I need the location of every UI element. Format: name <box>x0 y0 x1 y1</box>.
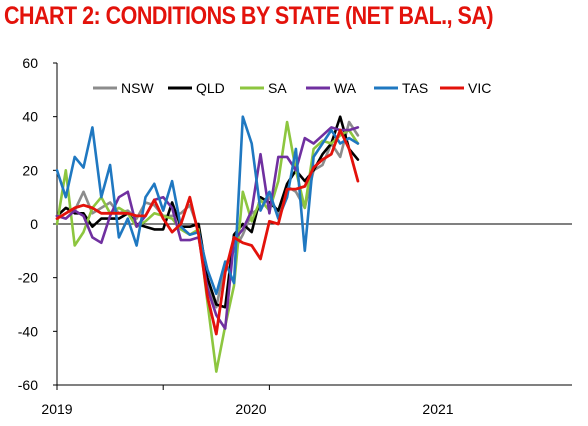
series-line-vic <box>55 128 360 336</box>
y-tick-label: -40 <box>18 323 38 339</box>
y-tick-label: -60 <box>18 377 38 393</box>
legend-item-wa: WA <box>306 80 357 96</box>
legend-label: QLD <box>196 80 225 96</box>
x-tick-label: 2021 <box>422 401 453 417</box>
y-tick-label: 20 <box>22 162 38 178</box>
y-tick-label: 0 <box>30 216 38 232</box>
chart-title: CHART 2: CONDITIONS BY STATE (NET BAL., … <box>4 2 494 30</box>
legend-label: TAS <box>402 80 428 96</box>
x-tick-label: 2020 <box>235 401 266 417</box>
legend-label: SA <box>268 80 287 96</box>
legend-label: VIC <box>468 80 491 96</box>
x-axis-tick-labels: 2019 2020 2021 <box>41 385 454 417</box>
legend-item-nsw: NSW <box>93 80 154 96</box>
series-lines <box>55 115 360 373</box>
legend-item-qld: QLD <box>168 80 225 96</box>
y-tick-label: 40 <box>22 109 38 125</box>
legend-item-sa: SA <box>240 80 287 96</box>
y-axis-tick-labels: -60 -40 -20 0 20 40 60 <box>18 55 57 393</box>
series-line-tas <box>55 115 360 296</box>
legend-item-vic: VIC <box>440 80 491 96</box>
y-tick-label: 60 <box>22 55 38 71</box>
legend-item-tas: TAS <box>374 80 428 96</box>
legend-label: WA <box>334 80 357 96</box>
y-tick-label: -20 <box>18 270 38 286</box>
legend: NSW QLD SA WA TAS VIC <box>93 80 491 96</box>
legend-label: NSW <box>121 80 154 96</box>
x-tick-label: 2019 <box>41 401 72 417</box>
